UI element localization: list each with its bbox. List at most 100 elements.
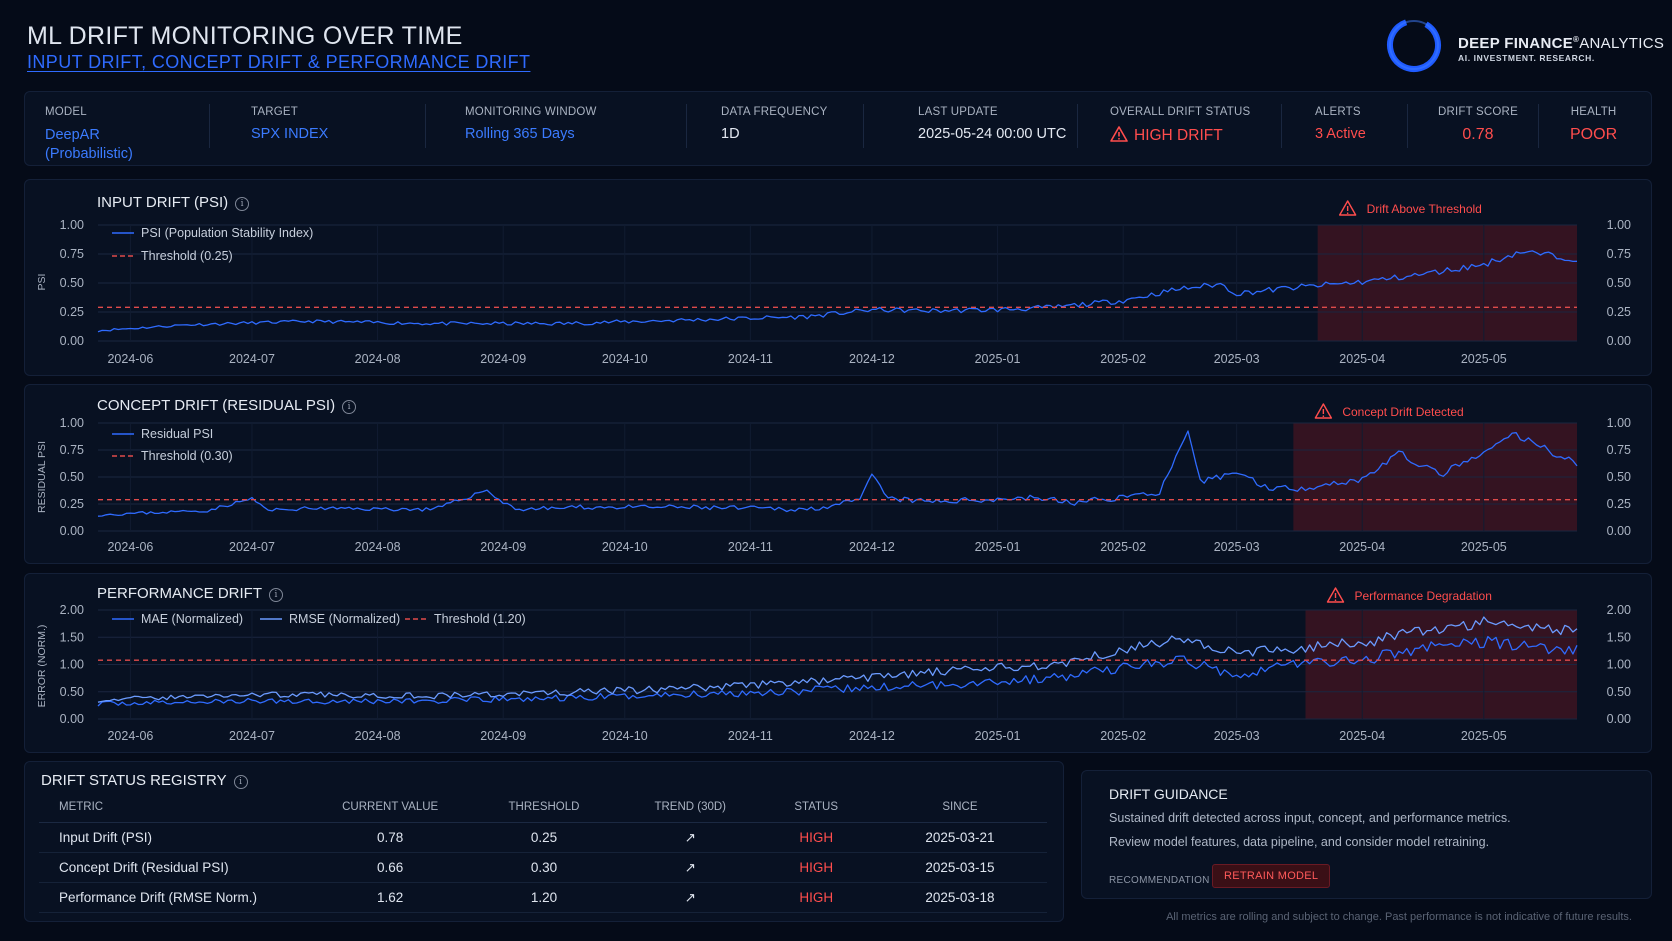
info-frequency: DATA FREQUENCY 1D [721, 106, 828, 142]
y-tick-label-right: 1.50 [1607, 630, 1631, 644]
registry-table: METRIC CURRENT VALUE THRESHOLD TREND (30… [39, 792, 1047, 913]
info-icon[interactable]: i [233, 775, 248, 789]
info-icon[interactable]: i [342, 400, 357, 414]
info-window: MONITORING WINDOW Rolling 365 Days [465, 106, 597, 142]
x-tick-label: 2024-11 [728, 352, 773, 366]
y-tick-label-right: 0.50 [1607, 470, 1631, 484]
x-tick-label: 2025-01 [975, 352, 1021, 366]
divider [1077, 104, 1078, 148]
x-tick-label: 2024-09 [480, 729, 526, 743]
x-tick-label: 2025-01 [975, 540, 1021, 554]
x-tick-label: 2024-06 [107, 352, 153, 366]
y-tick-label-right: 0.75 [1607, 247, 1631, 261]
y-tick-label-right: 1.00 [1607, 658, 1631, 672]
series-line [97, 430, 1578, 517]
x-tick-label: 2024-08 [355, 352, 401, 366]
x-tick-label: 2025-04 [1339, 540, 1385, 554]
column-header[interactable]: METRIC [39, 792, 314, 823]
column-header[interactable]: CURRENT VALUE [313, 792, 468, 823]
x-tick-label: 2025-02 [1100, 352, 1146, 366]
concept-drift-title: CONCEPT DRIFT (RESIDUAL PSI) i [97, 397, 357, 414]
brand-name: DEEP FINANCE®ANALYTICS [1458, 35, 1665, 52]
disclaimer: All metrics are rolling and subject to c… [1166, 911, 1632, 923]
legend-item: Threshold (0.25) [141, 249, 233, 263]
info-icon[interactable]: i [235, 197, 250, 211]
divider [1538, 104, 1539, 148]
page-subtitle: INPUT DRIFT, CONCEPT DRIFT & PERFORMANCE… [27, 52, 531, 72]
y-tick-label: 0.50 [60, 276, 84, 290]
retrain-model-button[interactable]: RETRAIN MODEL [1212, 864, 1331, 888]
y-axis-label: ERROR (NORM.) [36, 625, 48, 708]
info-score: DRIFT SCORE 0.78 [1438, 106, 1518, 143]
registry-title: DRIFT STATUS REGISTRY i [41, 772, 248, 789]
legend-item: RMSE (Normalized) [289, 612, 400, 626]
info-health: HEALTH POOR [1570, 106, 1618, 143]
y-tick-label-right: 0.00 [1607, 334, 1631, 348]
trend-up-icon: ↗ [620, 822, 760, 853]
x-tick-label: 2025-03 [1214, 729, 1260, 743]
x-tick-label: 2025-03 [1214, 352, 1260, 366]
divider [863, 104, 864, 148]
y-tick-label: 0.00 [60, 712, 84, 726]
divider [1281, 104, 1282, 148]
x-tick-label: 2025-05 [1461, 540, 1507, 554]
table-row[interactable]: Input Drift (PSI) 0.78 0.25 ↗ HIGH 2025-… [39, 822, 1047, 853]
x-tick-label: 2024-09 [480, 352, 526, 366]
guidance-text-1: Sustained drift detected across input, c… [1109, 811, 1511, 825]
page-title: ML DRIFT MONITORING OVER TIME [27, 22, 463, 50]
y-tick-label-right: 2.00 [1607, 603, 1631, 617]
legend-item: MAE (Normalized) [141, 612, 243, 626]
model-value[interactable]: DeepAR (Probabilistic) [45, 127, 133, 162]
warning-icon-dot [1322, 415, 1325, 417]
table-row[interactable]: Performance Drift (RMSE Norm.) 1.62 1.20… [39, 882, 1047, 913]
info-icon[interactable]: i [269, 588, 283, 602]
series-line [97, 616, 1578, 703]
y-tick-label-right: 0.25 [1607, 497, 1631, 511]
trend-up-icon: ↗ [620, 882, 760, 913]
input-drift-panel: INPUT DRIFT (PSI) i 0.00 0.00 0.25 0.25 0.50 0… [24, 179, 1652, 376]
status-badge: HIGH DRIFT [1134, 127, 1223, 144]
x-tick-label: 2024-08 [355, 729, 401, 743]
y-tick-label: 1.50 [60, 630, 84, 644]
table-row[interactable]: Concept Drift (Residual PSI) 0.66 0.30 ↗… [39, 852, 1047, 883]
status-badge: HIGH [759, 852, 873, 883]
info-last-update: LAST UPDATE 2025-05-24 00:00 UTC [918, 106, 1067, 142]
y-tick-label-right: 1.00 [1607, 416, 1631, 430]
x-tick-label: 2024-06 [107, 729, 153, 743]
x-tick-label: 2024-07 [229, 352, 275, 366]
y-tick-label: 0.25 [60, 305, 84, 319]
alerts-link[interactable]: 3 Active [1315, 126, 1366, 142]
drift-alert-label: Performance Degradation [1355, 589, 1492, 603]
status-badge: HIGH [759, 822, 873, 853]
y-tick-label: 0.50 [60, 470, 84, 484]
column-header[interactable]: SINCE [872, 792, 1047, 823]
y-tick-label: 2.00 [60, 603, 84, 617]
divider [209, 104, 210, 148]
x-tick-label: 2024-10 [602, 729, 648, 743]
column-header[interactable]: STATUS [759, 792, 873, 823]
y-tick-label: 0.00 [60, 334, 84, 348]
brand-tagline: AI. INVESTMENT. RESEARCH. [1458, 53, 1595, 63]
column-header[interactable]: TREND (30D) [620, 792, 760, 823]
warning-icon-dot [1346, 212, 1349, 214]
y-tick-label: 1.00 [60, 218, 84, 232]
warning-icon-shape [1338, 200, 1357, 216]
y-tick-label: 0.50 [60, 685, 84, 699]
x-tick-label: 2025-03 [1214, 540, 1260, 554]
y-tick-label-right: 0.50 [1607, 276, 1631, 290]
x-tick-label: 2024-09 [480, 540, 526, 554]
window-value[interactable]: Rolling 365 Days [465, 126, 575, 142]
warning-icon [1314, 403, 1333, 419]
x-tick-label: 2025-04 [1339, 352, 1385, 366]
y-axis-label: PSI [36, 274, 48, 291]
table-header-row: METRIC CURRENT VALUE THRESHOLD TREND (30… [39, 792, 1047, 823]
input-drift-title: INPUT DRIFT (PSI) i [97, 194, 250, 211]
info-status: OVERALL DRIFT STATUS HIGH DRIFT [1110, 106, 1251, 144]
x-tick-label: 2024-12 [849, 352, 895, 366]
info-target: TARGET SPX INDEX [251, 106, 329, 142]
y-tick-label: 0.00 [60, 524, 84, 538]
column-header[interactable]: THRESHOLD [467, 792, 621, 823]
target-value[interactable]: SPX INDEX [251, 126, 329, 142]
x-tick-label: 2025-02 [1100, 540, 1146, 554]
x-tick-label: 2024-06 [107, 540, 153, 554]
